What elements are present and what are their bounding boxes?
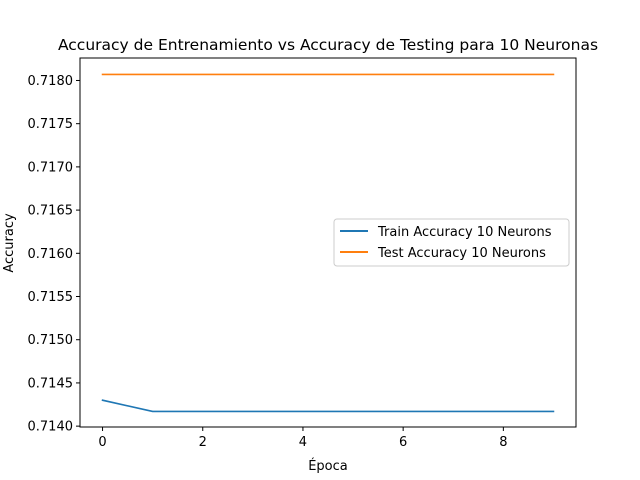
x-tick-label: 2: [199, 435, 207, 450]
y-tick-label: 0.7165: [28, 204, 74, 219]
y-tick-label: 0.7150: [28, 333, 74, 348]
y-tick-label: 0.7180: [28, 74, 74, 89]
legend: Train Accuracy 10 Neurons Test Accuracy …: [333, 218, 570, 267]
y-tick-label: 0.7140: [28, 420, 74, 435]
legend-label-train: Train Accuracy 10 Neurons: [377, 225, 552, 240]
y-tick-label: 0.7145: [28, 376, 74, 391]
x-tick-label: 0: [98, 435, 106, 450]
chart-title: Accuracy de Entrenamiento vs Accuracy de…: [58, 36, 598, 54]
x-tick-label: 4: [299, 435, 307, 450]
axes-layer: 0 2 4 6 8 0.7140 0.7145 0.7150 0.7155 0.7160 0.716…: [28, 57, 577, 450]
legend-label-test: Test Accuracy 10 Neurons: [377, 246, 546, 261]
x-tick-label: 6: [399, 435, 407, 450]
y-tick-label: 0.7155: [28, 290, 74, 305]
y-axis-title: Accuracy: [2, 213, 17, 273]
series-layer: [101, 73, 555, 413]
y-tick-label: 0.7175: [28, 117, 74, 132]
y-tick-label: 0.7160: [28, 247, 74, 262]
x-tick-label: 8: [499, 435, 507, 450]
y-tick-label: 0.7170: [28, 160, 74, 175]
x-axis-title: Época: [308, 458, 348, 474]
legend-box: [333, 218, 570, 267]
plot-frame: [79, 57, 577, 428]
series-line-train: [101, 399, 555, 413]
